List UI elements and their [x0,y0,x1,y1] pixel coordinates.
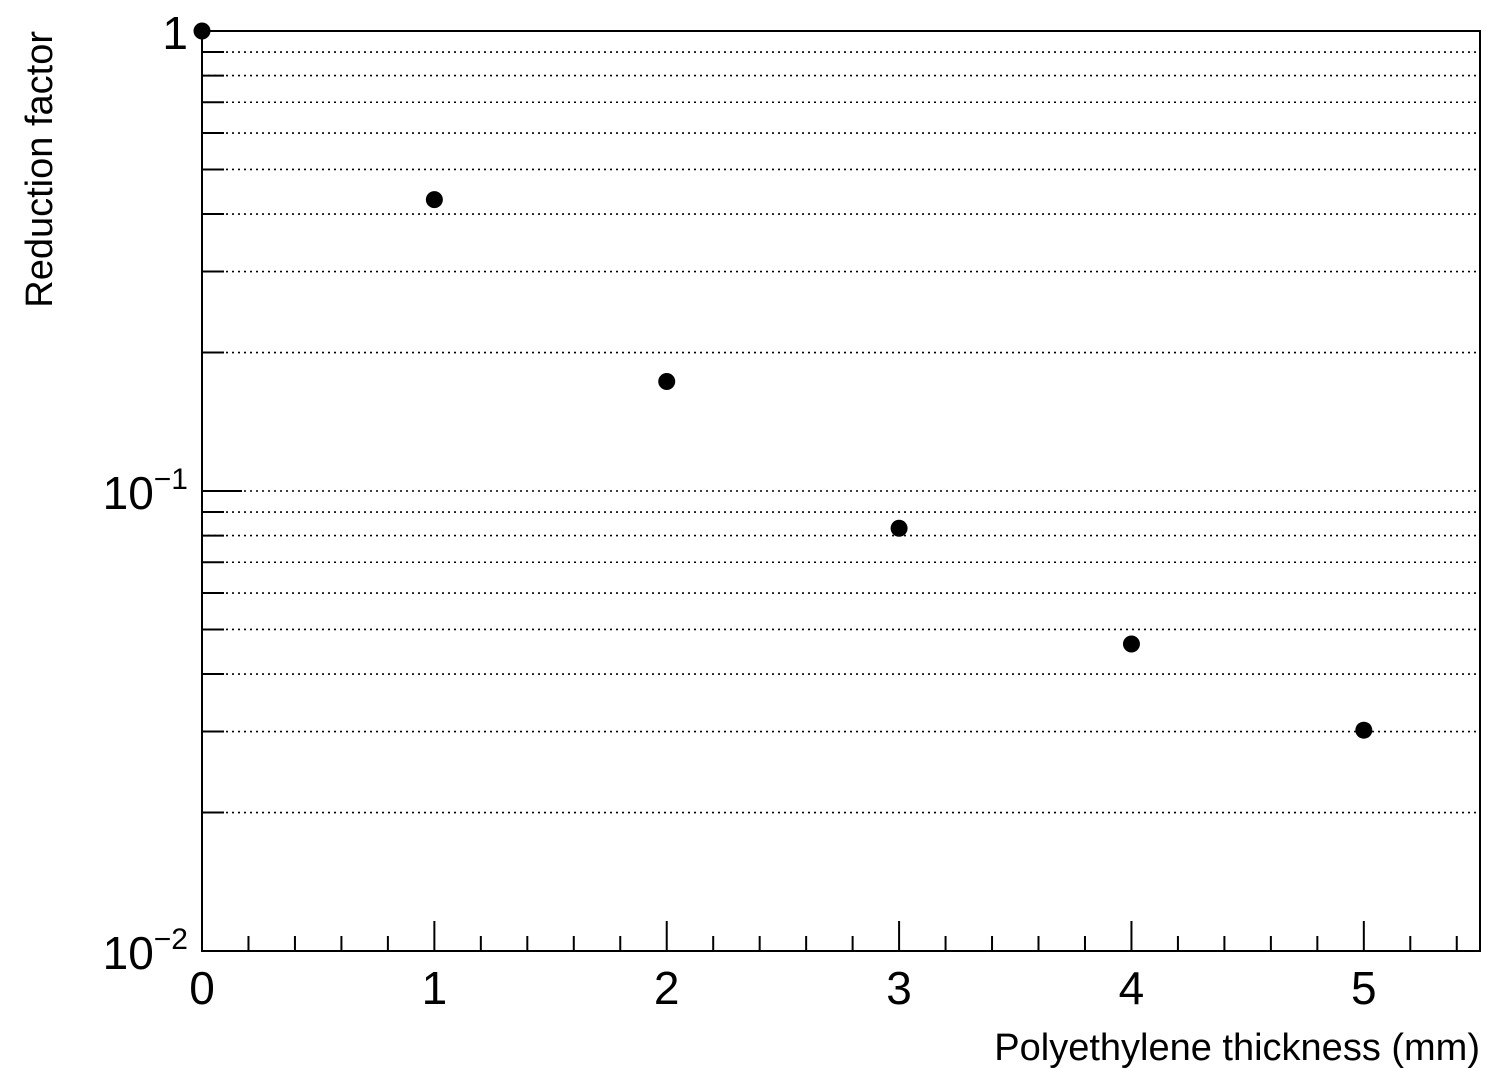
y-tick-label: 1 [162,7,188,59]
x-tick-label: 5 [1351,962,1377,1014]
x-tick-labels: 0 1 2 3 4 5 [189,962,1376,1014]
data-point [890,519,908,537]
data-point [1122,635,1140,653]
y-axis-title: Reduction factor [19,31,61,308]
data-points [193,22,1373,739]
y-tick-label: 10−2 [103,923,188,979]
x-tick-label: 4 [1119,962,1145,1014]
tick-layer [201,30,1458,951]
x-tick-label: 2 [654,962,680,1014]
x-tick-label: 3 [886,962,912,1014]
data-point [658,372,676,390]
y-tick-label: 10−1 [103,463,188,519]
y-tick-labels: 1 10−1 10−2 [103,7,188,979]
grid-layer [202,51,1480,814]
data-point [193,22,211,40]
data-point [425,191,443,209]
x-tick-label: 0 [189,962,215,1014]
data-point [1355,721,1373,739]
x-tick-label: 1 [422,962,448,1014]
x-axis-title: Polyethylene thickness (mm) [994,1027,1480,1068]
